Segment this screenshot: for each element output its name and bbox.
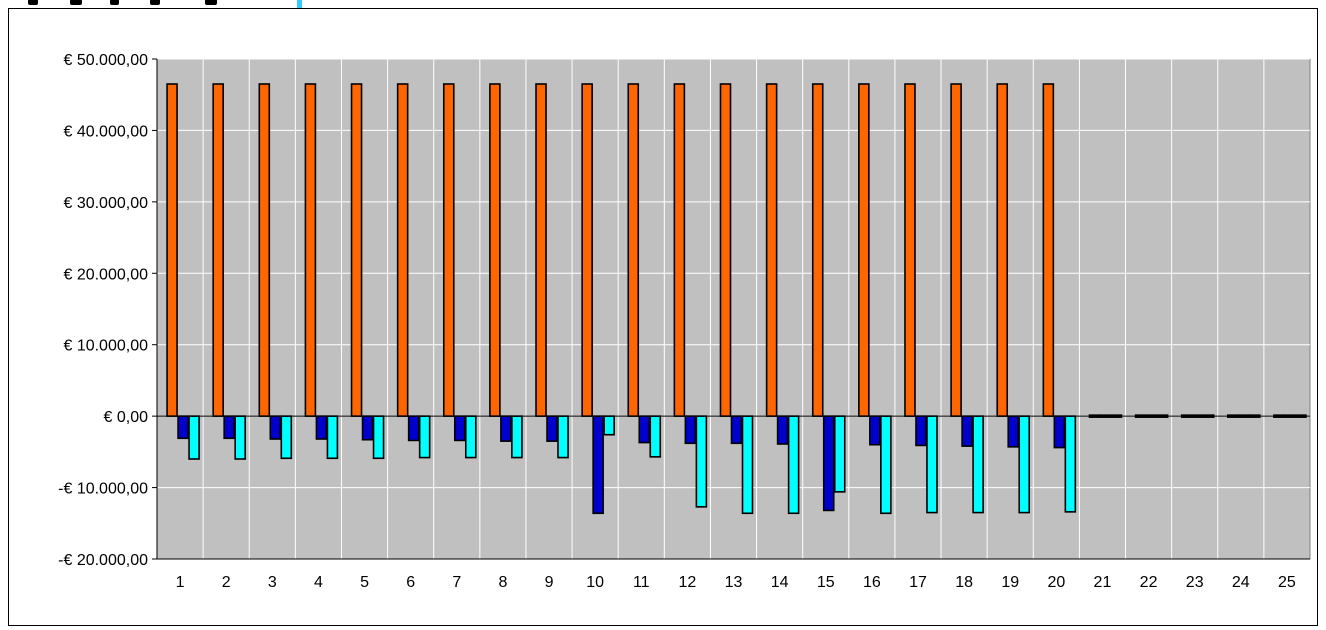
y-tick-label: € 40.000,00 xyxy=(63,123,148,140)
x-tick-label: 18 xyxy=(955,574,973,591)
bar-series-2 xyxy=(546,415,558,442)
bar-series-3 xyxy=(326,415,339,460)
x-tick-label: 11 xyxy=(633,574,650,591)
bar-series-1 xyxy=(489,83,501,417)
bar-series-1 xyxy=(765,83,778,417)
bar-series-1 xyxy=(212,83,224,417)
bar-series-2 xyxy=(453,415,466,442)
bar-series-3 xyxy=(234,415,246,460)
x-tick-label: 3 xyxy=(268,574,277,591)
bar-series-2 xyxy=(869,415,881,446)
bar-series-3 xyxy=(1064,415,1077,513)
x-tick-label: 13 xyxy=(725,574,743,591)
x-tick-label: 1 xyxy=(176,574,185,591)
bar-series-2 xyxy=(592,415,604,515)
bar-series-2 xyxy=(822,415,835,512)
y-tick-label: € 0,00 xyxy=(104,409,149,426)
x-tick-label: 4 xyxy=(314,574,323,591)
bar-series-2 xyxy=(776,415,789,445)
bar-series-2 xyxy=(1053,415,1066,449)
x-tick-label: 2 xyxy=(222,574,231,591)
bar-series-1 xyxy=(950,83,962,417)
bar-series-3 xyxy=(741,415,754,515)
bar-series-3 xyxy=(926,415,938,514)
bar-series-1 xyxy=(811,83,824,417)
plot-area xyxy=(156,58,1311,560)
bar-series-2 xyxy=(500,415,512,442)
cropped-header-fragment xyxy=(0,0,1326,8)
bar-series-3 xyxy=(833,415,846,493)
bar-series-1 xyxy=(673,83,686,417)
bar-series-1 xyxy=(904,83,916,417)
x-tick-label: 19 xyxy=(1001,574,1019,591)
bar-series-2 xyxy=(915,415,927,447)
x-tick-label: 17 xyxy=(909,574,927,591)
bar-series-1 xyxy=(442,83,455,417)
chart-frame: € 50.000,00 € 40.000,00 € 30.000,00 € 20.00… xyxy=(8,8,1318,626)
x-tick-label: 12 xyxy=(678,574,696,591)
bar-series-1 xyxy=(166,83,178,417)
y-tick-label: -€ 20.000,00 xyxy=(58,552,148,569)
bar-series-2 xyxy=(407,415,420,442)
bar-series-3 xyxy=(188,415,200,460)
bar-series-1 xyxy=(858,83,870,417)
bar-series-1 xyxy=(1042,83,1055,417)
bar-series-2 xyxy=(269,415,282,440)
bar-series-1 xyxy=(581,83,593,417)
x-tick-label: 24 xyxy=(1232,574,1250,591)
bar-series-3 xyxy=(603,415,615,436)
bar-series-2 xyxy=(961,415,973,447)
bar-series-2 xyxy=(315,415,328,440)
y-tick-label: -€ 10.000,00 xyxy=(58,481,148,498)
bar-series-1 xyxy=(535,83,547,417)
x-tick-label: 6 xyxy=(406,574,415,591)
bar-series-3 xyxy=(972,415,984,514)
x-tick-label: 21 xyxy=(1094,574,1112,591)
y-tick-label: € 20.000,00 xyxy=(63,266,148,283)
bar-series-3 xyxy=(418,415,431,459)
x-tick-label: 9 xyxy=(545,574,554,591)
bar-series-2 xyxy=(177,415,189,440)
bar-series-1 xyxy=(627,83,640,417)
accent-mark xyxy=(297,0,302,8)
x-tick-label: 22 xyxy=(1140,574,1158,591)
x-tick-label: 23 xyxy=(1186,574,1204,591)
bar-series-3 xyxy=(464,415,477,459)
bar-chart: € 50.000,00 € 40.000,00 € 30.000,00 € 20.00… xyxy=(58,52,1311,591)
x-tick-label: 7 xyxy=(452,574,461,591)
bar-series-1 xyxy=(258,83,271,417)
bar-series-3 xyxy=(372,415,385,460)
x-tick-label: 16 xyxy=(863,574,881,591)
y-tick-label: € 30.000,00 xyxy=(63,195,148,212)
bar-series-3 xyxy=(511,415,523,459)
x-tick-label: 15 xyxy=(817,574,835,591)
bar-series-2 xyxy=(684,415,697,445)
bar-series-2 xyxy=(361,415,374,441)
bar-series-1 xyxy=(996,83,1009,417)
x-tick-label: 25 xyxy=(1278,574,1296,591)
bar-series-3 xyxy=(880,415,892,515)
x-tick-label: 5 xyxy=(360,574,369,591)
bar-series-3 xyxy=(557,415,569,459)
bar-series-1 xyxy=(719,83,732,417)
bar-series-3 xyxy=(695,415,708,508)
bar-series-2 xyxy=(223,415,235,440)
x-tick-label: 20 xyxy=(1047,574,1065,591)
bar-series-3 xyxy=(649,415,662,458)
x-tick-label: 8 xyxy=(498,574,507,591)
bar-series-3 xyxy=(787,415,800,515)
bar-series-3 xyxy=(1018,415,1031,514)
y-tick-label: € 50.000,00 xyxy=(63,52,148,69)
x-tick-label: 14 xyxy=(771,574,789,591)
bar-series-2 xyxy=(730,415,743,445)
bar-series-1 xyxy=(396,83,409,417)
bar-series-3 xyxy=(280,415,293,460)
bar-series-2 xyxy=(1007,415,1020,448)
bar-series-2 xyxy=(638,415,651,444)
bar-series-1 xyxy=(350,83,363,417)
y-tick-label: € 10.000,00 xyxy=(63,338,148,355)
bar-series-1 xyxy=(304,83,317,417)
x-tick-label: 10 xyxy=(586,574,604,591)
